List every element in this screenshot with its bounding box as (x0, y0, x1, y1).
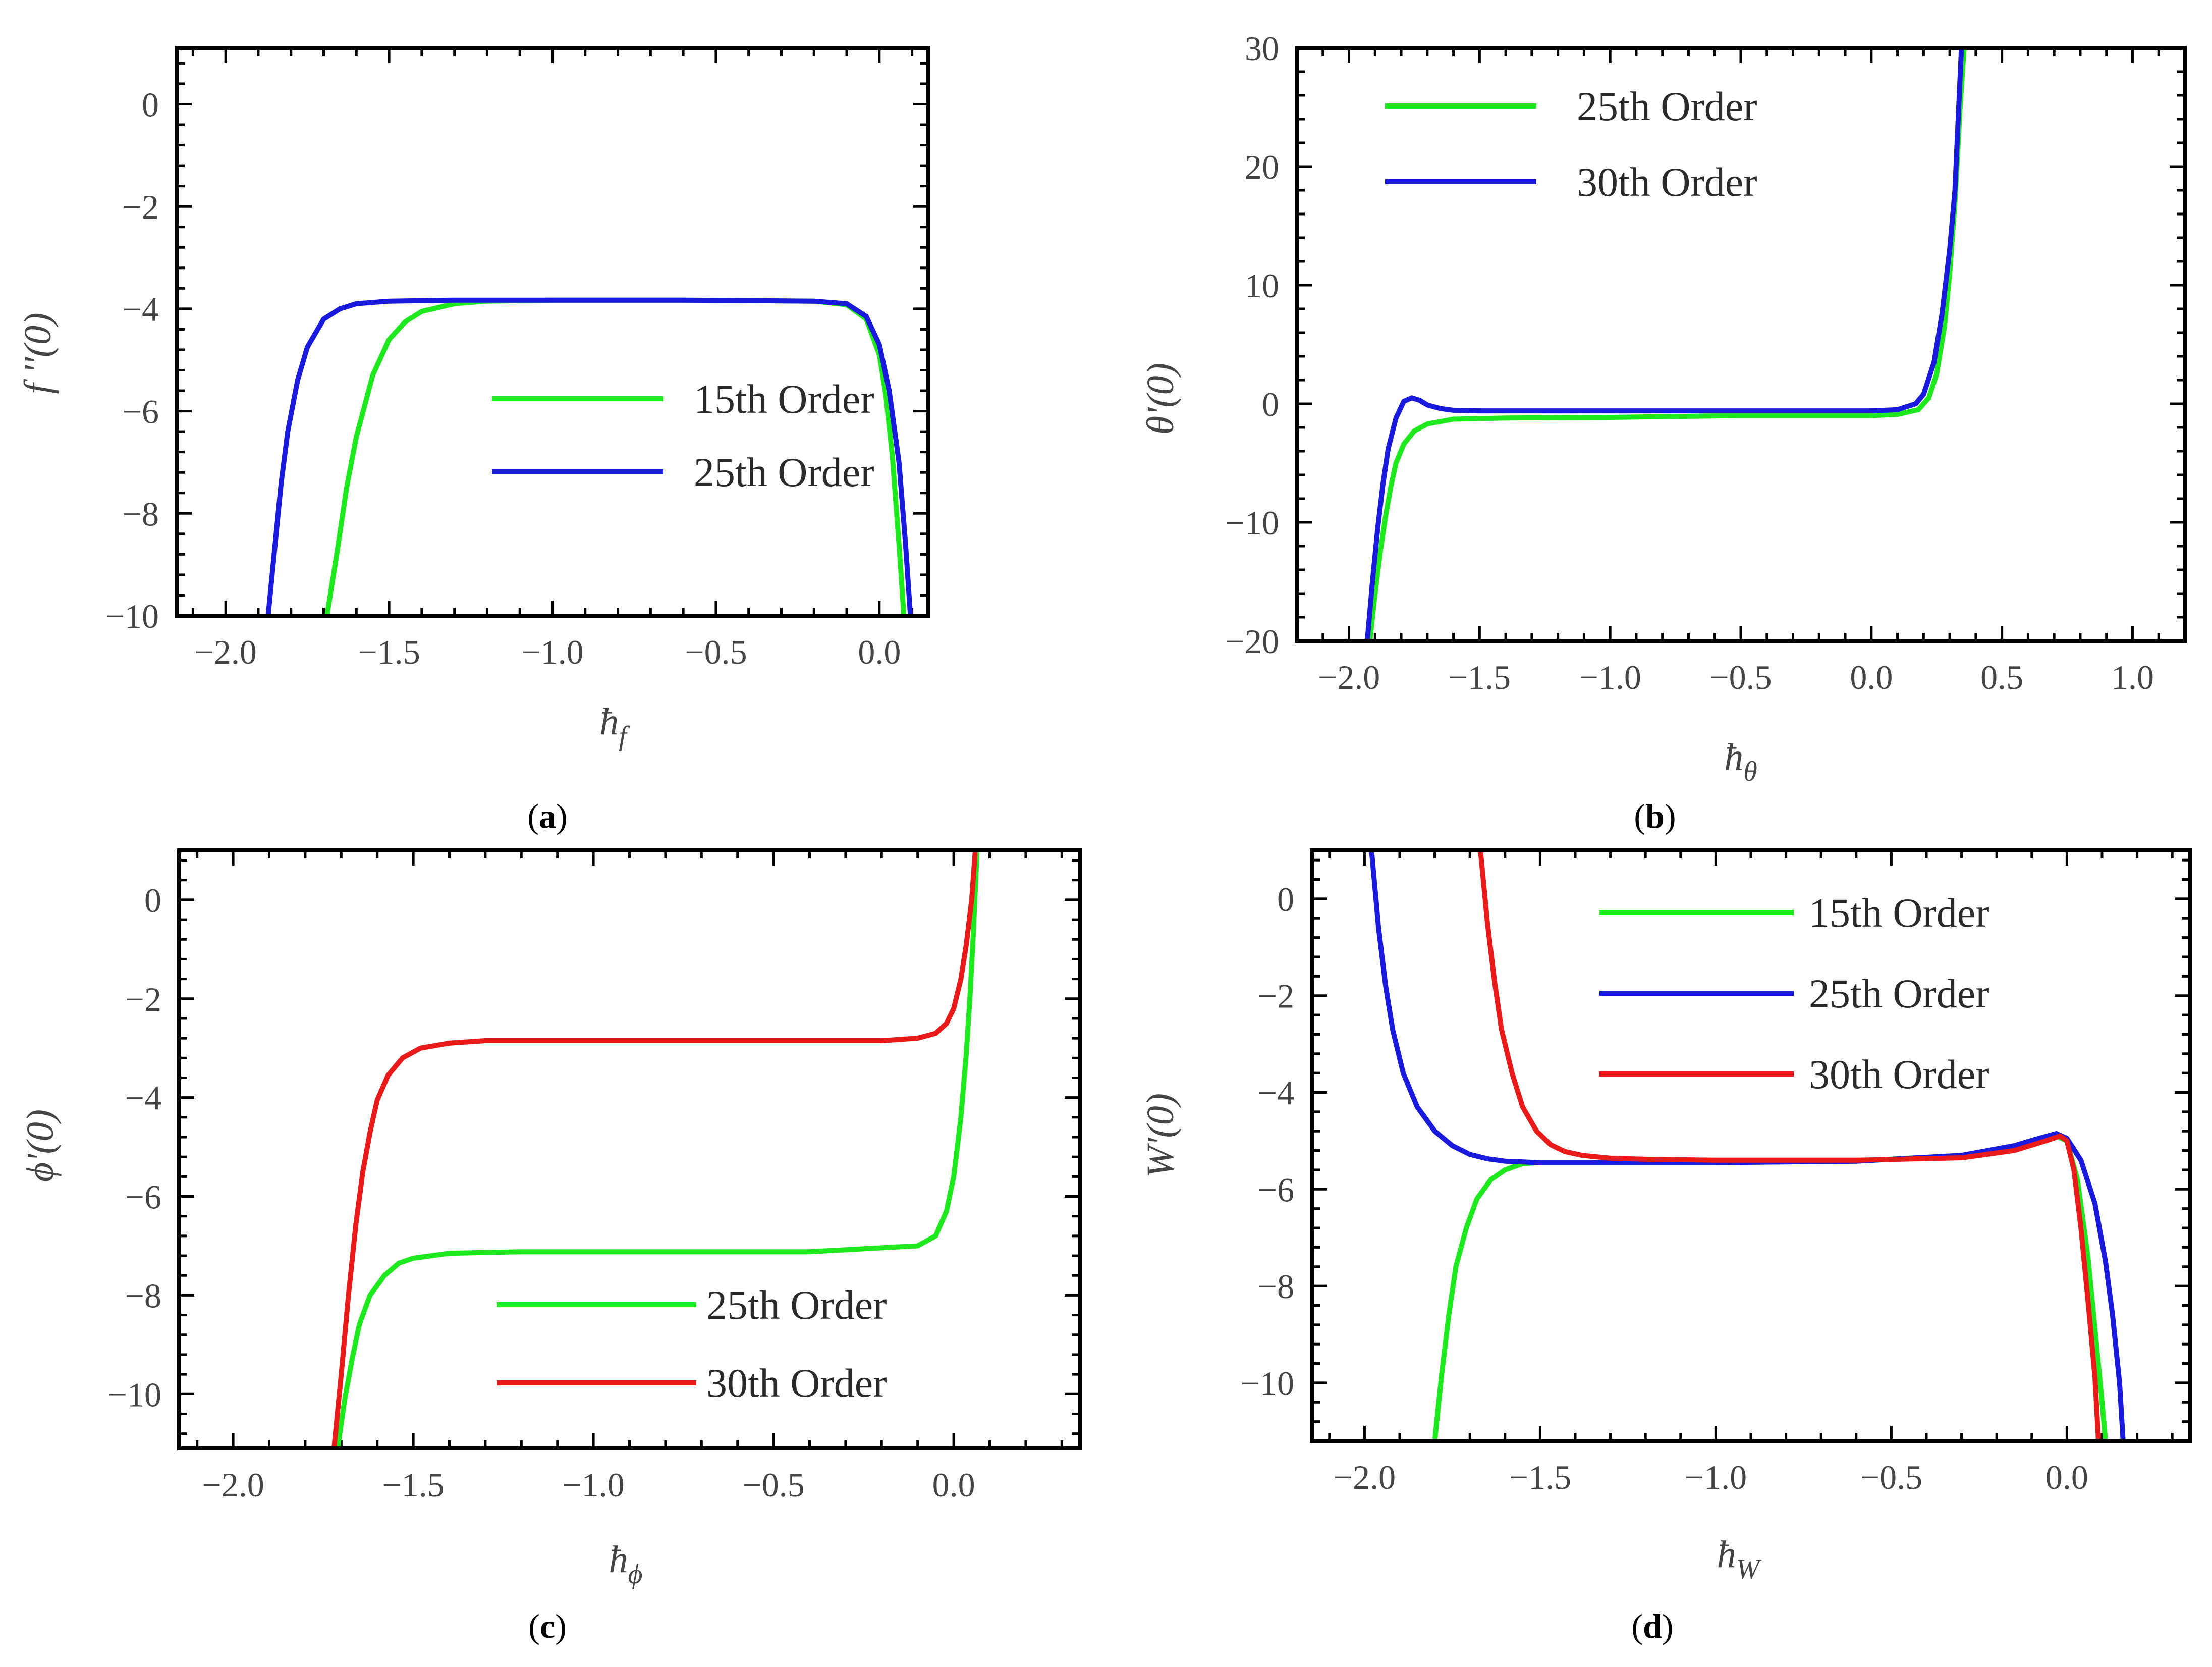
panel-a: −2.0 −1.5 −1.0 −0.5 0.0 0 −2 −4 −6 −8 −10 15th Orde… (17, 46, 930, 835)
y-tick-label: −6 (125, 1178, 161, 1216)
y-axis-label: W'(0) (1139, 1093, 1182, 1178)
x-tick-label: 0.0 (932, 1466, 975, 1504)
y-axis-label: ϕ'(0) (19, 1109, 62, 1182)
x-tick-label: 0.5 (1980, 658, 2023, 696)
y-tick-label: −2 (1258, 977, 1294, 1015)
series-line-25th-order (335, 850, 980, 1448)
y-tick-label: −4 (1258, 1074, 1294, 1112)
x-tick-label: −1.5 (358, 633, 420, 671)
legend-label: 15th Order (1809, 890, 1989, 936)
legend-label: 15th Order (694, 376, 874, 422)
legend: 25th Order 30th Order (497, 1282, 887, 1406)
y-tick-label: 0 (144, 881, 161, 920)
x-axis-label: ħW (1717, 1533, 1762, 1585)
plot-frame (1310, 848, 2192, 1443)
legend-label: 25th Order (706, 1282, 887, 1328)
y-tick-label: −2 (123, 188, 159, 226)
y-tick-label: 10 (1245, 266, 1279, 305)
x-tick-label: −1.0 (1579, 658, 1641, 696)
y-tick-label: −20 (1226, 622, 1279, 661)
panel-c: −2.0 −1.5 −1.0 −0.5 0.0 0 −2 −4 −6 −8 −10 25th Orde… (19, 848, 1082, 1645)
series-line-25th-order (1369, 850, 2126, 1441)
legend-label: 25th Order (1809, 971, 1989, 1016)
x-tick-label: 0.0 (2045, 1458, 2088, 1496)
series-line-25th-order (1367, 48, 1967, 641)
y-tick-label: −8 (123, 495, 159, 533)
series-line-30th-order (331, 850, 978, 1448)
x-tick-label: 1.0 (2111, 658, 2154, 696)
plot-frame (177, 848, 1082, 1450)
y-tick-label: 20 (1245, 148, 1279, 186)
x-tick-label: −1.0 (562, 1466, 624, 1504)
plot-frame (1295, 46, 2187, 643)
y-tick-label: −8 (1258, 1267, 1294, 1306)
legend: 15th Order 25th Order (492, 376, 874, 495)
x-axis-label: ħϕ (609, 1538, 643, 1590)
series-line-25th-order (265, 297, 913, 616)
x-tick-label: −1.0 (521, 633, 583, 671)
y-axis-label: f ''(0) (17, 312, 59, 394)
plot-frame (175, 46, 930, 618)
panel-caption: (a) (527, 797, 567, 835)
x-tick-label: −1.5 (1449, 658, 1511, 696)
legend: 25th Order 30th Order (1385, 83, 1757, 205)
series-line-30th-order (1478, 850, 2101, 1441)
y-tick-label: −8 (125, 1276, 161, 1315)
y-tick-label: −6 (123, 393, 159, 431)
panel-b: −2.0 −1.5 −1.0 −0.5 0.0 0.5 1.0 30 20 10 0 −10 −20 25… (1139, 29, 2187, 835)
x-tick-label: −2.0 (1318, 658, 1380, 696)
y-tick-label: −4 (123, 290, 159, 329)
x-tick-label: −1.5 (382, 1466, 444, 1504)
x-tick-label: −1.5 (1509, 1458, 1571, 1496)
y-tick-label: −10 (1241, 1364, 1294, 1403)
x-tick-label: −2.0 (202, 1466, 264, 1504)
legend-label: 30th Order (706, 1360, 887, 1406)
x-tick-label: −0.5 (1709, 658, 1772, 696)
y-axis-label: θ'(0) (1139, 363, 1182, 435)
legend: 15th Order 25th Order 30th Order (1599, 890, 1989, 1097)
y-tick-label: 0 (142, 85, 159, 124)
y-tick-label: 30 (1245, 29, 1279, 68)
y-tick-label: −10 (105, 597, 159, 635)
x-tick-label: −0.5 (742, 1466, 804, 1504)
x-tick-label: 0.0 (858, 633, 901, 671)
y-tick-label: −4 (125, 1079, 161, 1117)
x-tick-label: −1.0 (1685, 1458, 1747, 1496)
y-tick-label: −10 (1226, 504, 1279, 542)
x-tick-label: −2.0 (1334, 1458, 1396, 1496)
y-tick-label: −6 (1258, 1170, 1294, 1209)
series-line-30th-order (1364, 48, 1964, 641)
panel-d: −2.0 −1.5 −1.0 −0.5 0.0 0 −2 −4 −6 −8 −10 15th Orde… (1139, 848, 2192, 1645)
x-tick-label: 0.0 (1850, 658, 1893, 696)
panel-caption: (c) (528, 1607, 567, 1645)
legend-label: 25th Order (694, 449, 874, 495)
x-axis-label: ħθ (1724, 736, 1757, 787)
panel-caption: (d) (1631, 1607, 1673, 1645)
x-tick-label: −0.5 (1860, 1458, 1922, 1496)
legend-label: 30th Order (1809, 1051, 1989, 1097)
x-tick-label: −0.5 (685, 633, 747, 671)
legend-label: 25th Order (1577, 83, 1757, 129)
x-tick-label: −2.0 (194, 633, 256, 671)
y-tick-label: −2 (125, 980, 161, 1018)
y-tick-label: −10 (108, 1375, 161, 1414)
y-tick-label: 0 (1277, 880, 1294, 919)
panel-caption: (b) (1634, 797, 1676, 835)
y-tick-label: 0 (1262, 385, 1279, 423)
legend-label: 30th Order (1577, 159, 1757, 205)
